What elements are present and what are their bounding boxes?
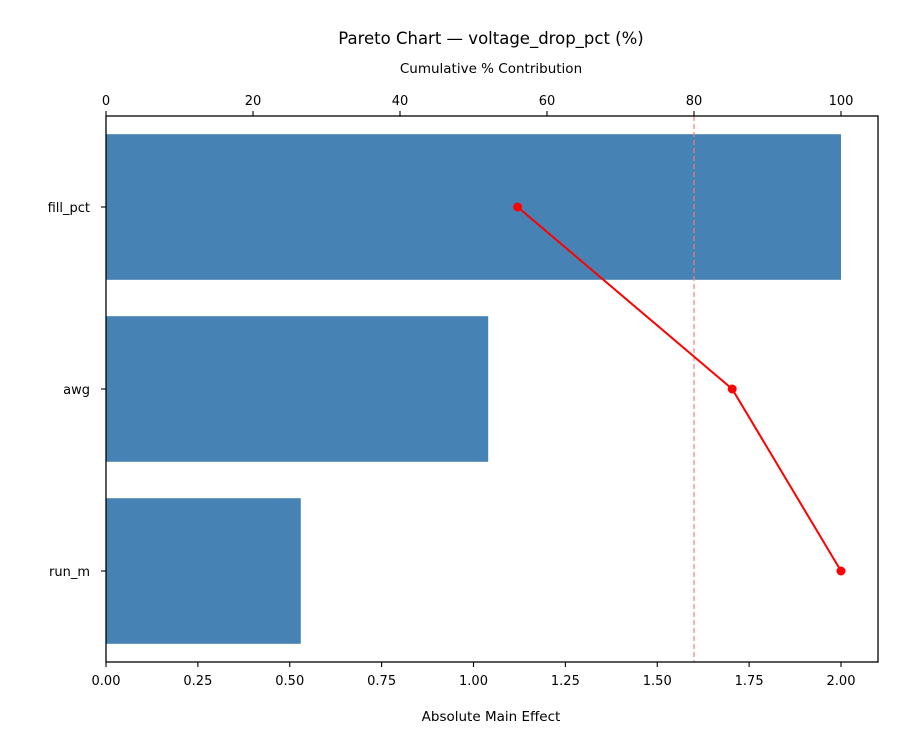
bottom-tick-label: 1.75 bbox=[735, 674, 764, 689]
bottom-axis-label: Absolute Main Effect bbox=[422, 709, 561, 725]
bottom-tick-label: 0.25 bbox=[183, 674, 212, 689]
top-tick-label: 80 bbox=[686, 94, 703, 109]
bottom-tick-label: 1.00 bbox=[459, 674, 488, 689]
top-axis-label: Cumulative % Contribution bbox=[400, 61, 582, 77]
bar-fill_pct bbox=[106, 134, 841, 280]
cumulative-point-run_m bbox=[836, 566, 846, 576]
bar-series bbox=[106, 134, 841, 644]
top-axis-ticks: 0 20 40 60 80 100 bbox=[102, 94, 854, 116]
chart-title: Pareto Chart — voltage_drop_pct (%) bbox=[338, 29, 643, 49]
top-tick-label: 100 bbox=[829, 94, 854, 109]
bottom-axis-ticks: 0.00 0.25 0.50 0.75 1.00 1.25 1.50 1.75 2.00 bbox=[92, 662, 856, 689]
bottom-tick-label: 0.75 bbox=[367, 674, 396, 689]
top-tick-label: 0 bbox=[102, 94, 110, 109]
bar-awg bbox=[106, 316, 489, 462]
top-tick-label: 60 bbox=[539, 94, 556, 109]
bottom-tick-label: 0.00 bbox=[92, 674, 121, 689]
bottom-tick-label: 1.25 bbox=[551, 674, 580, 689]
top-tick-label: 20 bbox=[245, 94, 262, 109]
bottom-tick-label: 0.50 bbox=[275, 674, 304, 689]
category-label: awg bbox=[63, 383, 90, 398]
category-label: run_m bbox=[49, 565, 90, 580]
bottom-tick-label: 2.00 bbox=[827, 674, 856, 689]
cumulative-line-series bbox=[513, 202, 846, 576]
cumulative-point-fill_pct bbox=[513, 202, 523, 212]
top-tick-label: 40 bbox=[392, 94, 409, 109]
bar-run_m bbox=[106, 498, 301, 644]
category-label: fill_pct bbox=[48, 201, 90, 216]
cumulative-point-awg bbox=[727, 384, 737, 394]
bottom-tick-label: 1.50 bbox=[643, 674, 672, 689]
